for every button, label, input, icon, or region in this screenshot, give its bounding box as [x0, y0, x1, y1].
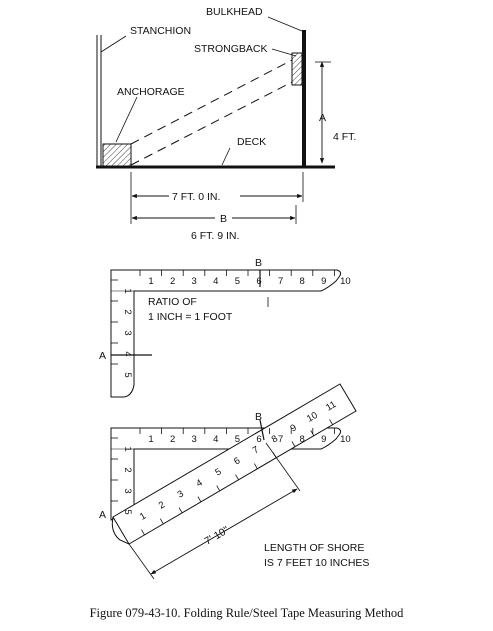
folding-rule-outline: [110, 269, 342, 398]
rule1-vertical-tick-label: 2: [122, 309, 133, 314]
rule1-horizontal-tick-label: 1: [148, 276, 153, 287]
rule1-horizontal-tick-label: 3: [192, 276, 197, 287]
extension-line: [128, 543, 155, 580]
rule1-vertical-tick-label: 4: [122, 351, 133, 356]
ratio-line-2: 1 INCH = 1 FOOT: [148, 311, 233, 323]
tape-measure-label: 7' 10": [203, 524, 232, 548]
tape-tick-label: 1: [138, 511, 148, 523]
rule2-b-mark: B: [255, 411, 262, 423]
tape-tick-label: 11: [324, 399, 338, 413]
rule1-horizontal-tick-label: 5: [235, 276, 240, 287]
deck-leader: [221, 147, 231, 166]
tape-tick-mark: [216, 485, 221, 491]
bulkhead-label: BULKHEAD: [206, 6, 263, 18]
rule2-horizontal-tick-label: 1: [148, 434, 153, 445]
tape-end: [111, 516, 130, 545]
result-line-1: LENGTH OF SHORE: [264, 542, 364, 554]
rule1-vertical-tick-label: 1: [122, 288, 133, 293]
rule1-horizontal-tick-label: 2: [170, 276, 175, 287]
tape-tick-label: 10: [305, 410, 320, 425]
anchorage-label: ANCHORAGE: [117, 86, 185, 98]
rule2-vertical-tick-label: 3: [122, 488, 133, 493]
ratio-line-1: RATIO OF: [148, 296, 197, 308]
tape-tick-label: 6: [232, 455, 242, 467]
strongback-label: STRONGBACK: [194, 43, 268, 55]
base-value: 6 FT. 9 IN.: [191, 230, 239, 242]
rule2-vertical-tick-label: 2: [122, 467, 133, 472]
rule2-horizontal-tick-label: 10: [340, 434, 351, 445]
rule2-vertical-tick-label: 5: [122, 509, 133, 514]
shore-dashed-line: [130, 81, 293, 166]
rule2-vertical-tick-label: 1: [122, 446, 133, 451]
tape-tick-label: 5: [213, 466, 223, 478]
rule-tape-diagram: B A 7' 10" LENGTH OF SHORE IS 7 FEET 10 …: [99, 383, 369, 580]
height-value: 4 FT.: [333, 131, 356, 143]
rule1-horizontal-tick-label: 7: [278, 276, 283, 287]
tape-dimension: [150, 488, 298, 575]
rule1-horizontal-tick-label: 9: [321, 276, 326, 287]
tape-tick-label: 3: [176, 488, 186, 500]
anchorage-block: [102, 143, 132, 167]
rule1-horizontal-tick-label: 4: [213, 276, 218, 287]
span-measure-label: 7 FT. 0 IN.: [172, 191, 220, 203]
tape-tick-mark: [310, 430, 315, 436]
rule1-horizontal-tick-label: 10: [340, 276, 351, 287]
rule2-horizontal-tick-label: 2: [170, 434, 175, 445]
deck-label: DECK: [237, 136, 266, 148]
rule-b-mark: B: [255, 257, 262, 269]
rule2-horizontal-tick-label: 5: [235, 434, 240, 445]
tape-tick-label: 2: [157, 499, 167, 511]
folding-rule-diagram: B A RATIO OF 1 INCH = 1 FOOT 1 2 3 4 5 6 7 8 9 10…: [99, 257, 351, 398]
tape-tick-mark: [178, 507, 183, 514]
tape-tick-mark: [291, 441, 296, 447]
rule1-vertical-tick-label: 3: [122, 330, 133, 335]
strongback-block: [291, 52, 303, 86]
tape-tick-label: 7: [251, 444, 261, 456]
rule-a-mark: A: [99, 350, 106, 362]
strongback-leader: [271, 48, 297, 57]
rule2-horizontal-tick-label: 3: [192, 434, 197, 445]
rule2-horizontal-tick-label: 7: [278, 434, 283, 445]
b-marker-line: [259, 419, 265, 441]
stanchion-leader: [100, 35, 127, 53]
rule1-horizontal-tick-label: 8: [300, 276, 305, 287]
result-line-2: IS 7 FEET 10 INCHES: [264, 557, 369, 569]
tape-tick-mark: [272, 452, 277, 458]
tape-tick-label: 4: [194, 477, 204, 489]
tape-tick-label: 9: [289, 422, 299, 434]
tape-tick-mark: [235, 474, 239, 480]
rule2-a-mark: A: [99, 509, 106, 521]
height-letter: A: [319, 112, 326, 124]
rule2-horizontal-tick-label: 8: [300, 434, 305, 445]
shoring-diagram: BULKHEAD STANCHION STRONGBACK ANCHORAGE …: [96, 6, 356, 242]
tape-tick-mark: [197, 496, 202, 502]
rule1-vertical-tick-label: 5: [122, 372, 133, 377]
rule2-horizontal-tick-label: 6: [256, 434, 261, 445]
rule2-horizontal-tick-label: 9: [321, 434, 326, 445]
tape-tick-mark: [141, 529, 145, 536]
extension-line: [265, 442, 301, 492]
shore-dashed-line: [130, 59, 293, 145]
tape-tick-mark: [329, 419, 333, 425]
stanchion-label: STANCHION: [130, 25, 191, 37]
tape-tick-mark: [253, 463, 258, 469]
rule2-horizontal-tick-label: 4: [213, 434, 218, 445]
rule1-horizontal-tick-label: 6: [256, 276, 261, 287]
tape-tick-label: 8: [270, 433, 280, 445]
base-letter: B: [220, 213, 227, 225]
tape-tick-mark: [159, 518, 164, 525]
anchorage-leader: [115, 96, 138, 143]
bulkhead-leader: [267, 16, 303, 32]
folding-rule-outline: [110, 427, 342, 521]
figure-caption: Figure 079-43-10. Folding Rule/Steel Tap…: [89, 606, 404, 620]
